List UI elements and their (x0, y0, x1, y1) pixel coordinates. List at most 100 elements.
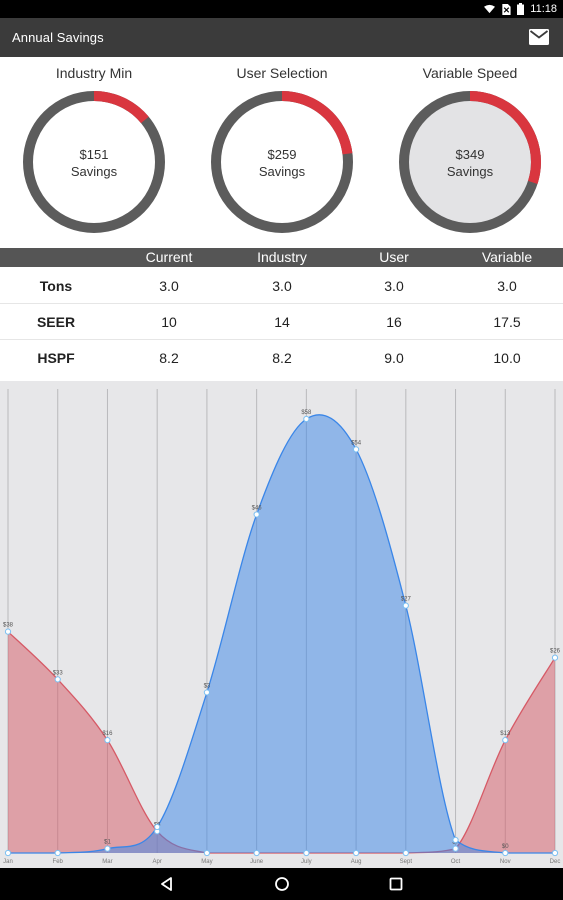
status-bar: 11:18 (0, 0, 563, 18)
cooling-point (4, 849, 12, 857)
heating-point (551, 654, 559, 661)
row-label: SEER (36, 314, 76, 330)
cooling-point (452, 836, 459, 844)
heating-point (253, 849, 260, 857)
heating-point (4, 628, 12, 635)
battery-icon (517, 3, 525, 15)
cooling-area (8, 414, 555, 853)
table-cell: 16 (386, 314, 402, 330)
gauge-savings-label: Savings (446, 164, 494, 179)
cooling-data-label: $54 (351, 440, 362, 446)
app-title: Annual Savings (12, 30, 104, 45)
heating-point (303, 849, 310, 857)
heating-point (54, 676, 61, 683)
gauge-user-selection: User Selection $259 Savings (192, 57, 372, 247)
table-cell: 3.0 (384, 278, 404, 294)
column-header-user: User (379, 249, 409, 265)
x-tick-label: Feb (53, 859, 64, 865)
email-button[interactable] (529, 29, 549, 45)
cooling-point (502, 849, 509, 857)
table-cell: 10.0 (493, 350, 521, 366)
x-tick-label: Apr (153, 859, 162, 865)
chart-svg: $38$33$16$6$7$13$26$1$3$46$58$54$27$0Jan… (3, 389, 561, 865)
gauge-savings-label: Savings (258, 164, 306, 179)
comparison-table-header: Current Industry User Variable (0, 248, 563, 267)
gauge-amount: $259 (267, 147, 297, 162)
table-cell: 3.0 (159, 278, 179, 294)
table-cell: 9.0 (384, 350, 404, 366)
table-cell: 10 (161, 314, 177, 330)
heating-data-label: $33 (53, 670, 64, 676)
gauge-industry-min: Industry Min $151 Savings (4, 57, 184, 247)
table-cell: 3.0 (272, 278, 292, 294)
x-tick-label: July (301, 859, 312, 865)
status-time: 11:18 (530, 3, 557, 15)
table-row-seer: SEER 10 14 16 17.5 (0, 304, 563, 340)
row-label: Tons (39, 278, 73, 294)
status-icons: 11:18 (484, 0, 557, 18)
gauge-inner (28, 96, 160, 228)
gauge-title: Variable Speed (422, 65, 518, 81)
heating-point (203, 849, 211, 857)
x-tick-label: Jan (3, 859, 13, 865)
column-header-current: Current (145, 249, 193, 265)
home-button[interactable] (274, 876, 290, 892)
gauge-title: Industry Min (55, 65, 133, 81)
cooling-line (8, 414, 555, 854)
x-tick-label: June (250, 859, 264, 865)
column-header-variable: Variable (481, 249, 533, 265)
column-header-industry: Industry (257, 249, 307, 265)
recents-icon (389, 877, 403, 891)
no-sim-icon (502, 3, 511, 15)
cooling-point (352, 446, 360, 453)
gauge-amount: $349 (455, 147, 485, 162)
back-icon (161, 877, 172, 891)
cooling-point (104, 845, 111, 852)
savings-gauges: Industry Min $151 Savings User Selection… (0, 57, 563, 247)
gauge-ring (211, 91, 353, 233)
table-row-tons: Tons 3.0 3.0 3.0 3.0 (0, 268, 563, 304)
x-tick-label: Nov (500, 859, 511, 865)
cooling-data-label: $1 (104, 840, 111, 846)
table-row-hspf: HSPF 8.2 8.2 9.0 10.0 (0, 340, 563, 375)
cooling-point (253, 511, 260, 518)
app-bar: Annual Savings (0, 18, 563, 57)
x-tick-label: Aug (351, 859, 362, 865)
x-tick-label: Oct (451, 859, 461, 865)
cooling-point (203, 689, 211, 696)
heating-data-label: $26 (550, 649, 561, 655)
cooling-data-label: $0 (502, 844, 509, 850)
heating-point (104, 737, 111, 744)
cooling-point (54, 849, 61, 857)
x-tick-label: Sept (400, 859, 413, 865)
heating-data-label: $13 (500, 731, 511, 737)
x-tick-label: Mar (102, 859, 112, 865)
gauge-fill (23, 91, 165, 233)
gauge-ring (23, 91, 165, 233)
gauge-title: User Selection (236, 65, 328, 81)
table-cell: 8.2 (272, 350, 292, 366)
heating-area (8, 631, 555, 853)
heating-point (352, 849, 360, 857)
heating-data-label: $16 (102, 731, 113, 737)
mail-icon (529, 29, 549, 45)
cooling-point (303, 415, 310, 423)
gauge-fill (211, 91, 353, 233)
cooling-data-label: $58 (301, 410, 312, 416)
x-tick-label: Dec (550, 859, 561, 865)
x-tick-label: May (201, 859, 212, 865)
cooling-point (402, 602, 409, 609)
recents-button[interactable] (388, 876, 404, 892)
monthly-savings-chart: $38$33$16$6$7$13$26$1$3$46$58$54$27$0Jan… (0, 381, 563, 868)
cooling-point (154, 823, 161, 831)
gauge-inner (216, 96, 348, 228)
wifi-icon (484, 4, 496, 14)
heating-point (502, 737, 509, 744)
heating-point (402, 849, 409, 857)
gauge-ring (399, 91, 541, 233)
table-cell: 17.5 (493, 314, 521, 330)
gauge-savings-label: Savings (70, 164, 118, 179)
cooling-data-label: $46 (252, 505, 263, 511)
back-button[interactable] (159, 876, 175, 892)
table-cell: 8.2 (159, 350, 179, 366)
